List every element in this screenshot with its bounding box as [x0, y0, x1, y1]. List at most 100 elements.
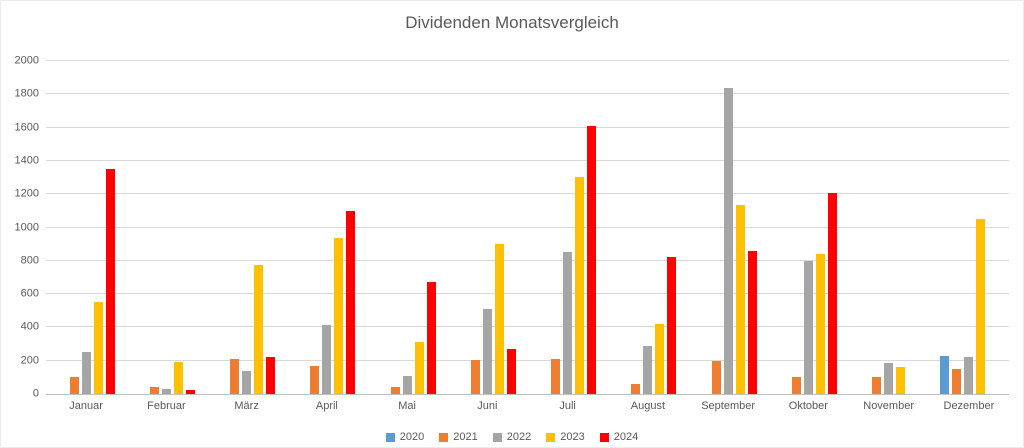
y-gridline: [46, 159, 1009, 161]
bar-2024-mai: [426, 282, 436, 394]
bar-2022-dezember: [964, 357, 974, 394]
y-tick-label: 2000: [14, 54, 39, 67]
bar-2021-februar: [149, 387, 159, 394]
y-gridline: [46, 259, 1009, 261]
x-tick-label-april: April: [315, 400, 338, 412]
bar-2024-september: [747, 250, 757, 394]
bar-2024-august: [667, 257, 677, 394]
y-gridline: [46, 193, 1009, 195]
bar-groups: [46, 61, 1009, 394]
bar-group-januar: [46, 61, 126, 394]
bar-2024-februar: [185, 389, 195, 394]
legend-item-2023: 2023: [546, 431, 585, 443]
bar-group-juli: [528, 61, 608, 394]
bar-group-april: [287, 61, 367, 394]
legend-label-2023: 2023: [560, 431, 585, 443]
plot-area: [46, 60, 1009, 395]
bar-2020-dezember: [940, 355, 950, 394]
y-tick-label: 1800: [14, 87, 39, 100]
bar-2021-januar: [69, 377, 79, 394]
bar-2023-oktober: [815, 254, 825, 394]
legend-item-2022: 2022: [492, 431, 531, 443]
chart-title: Dividenden Monatsvergleich: [405, 13, 619, 32]
bar-2024-april: [346, 210, 356, 394]
legend-swatch-2020: [385, 432, 395, 442]
bar-2022-april: [322, 324, 332, 394]
y-tick-label: 600: [20, 287, 39, 300]
x-tick-label-november: November: [863, 400, 914, 412]
bar-2022-januar: [81, 352, 91, 394]
bar-2021-oktober: [791, 376, 801, 394]
bar-2023-april: [334, 238, 344, 394]
x-tick-label-juni: Juni: [477, 400, 498, 412]
bar-2023-dezember: [976, 219, 986, 394]
bar-group-märz: [207, 61, 287, 394]
bar-2021-april: [310, 365, 320, 394]
legend-swatch-2021: [439, 432, 449, 442]
legend-swatch-2022: [492, 432, 502, 442]
bar-group-oktober: [768, 61, 848, 394]
y-tick-label: 1000: [14, 221, 39, 233]
bar-2023-juli: [575, 176, 585, 394]
x-tick-label-juli: Juli: [559, 400, 576, 412]
bar-2022-august: [643, 345, 653, 394]
bar-group-februar: [126, 61, 206, 394]
legend-label-2020: 2020: [399, 431, 425, 443]
bar-2021-september: [711, 360, 721, 394]
bar-2022-september: [723, 88, 733, 394]
bar-group-juni: [447, 61, 527, 394]
bar-2023-januar: [93, 301, 103, 394]
legend-label-2021: 2021: [453, 431, 478, 443]
bar-2024-juni: [506, 349, 516, 394]
legend-swatch-2024: [599, 432, 609, 442]
x-tick-label-märz: März: [234, 400, 259, 412]
legend-item-2024: 2024: [599, 431, 639, 443]
y-tick-label: 1400: [14, 154, 39, 167]
bar-2021-august: [631, 384, 641, 394]
bar-group-september: [688, 61, 768, 394]
y-tick-label: 400: [20, 320, 39, 333]
x-tick-label-februar: Februar: [147, 400, 186, 412]
bar-2021-märz: [230, 359, 240, 394]
bar-2024-märz: [266, 357, 276, 394]
bar-2022-februar: [161, 389, 171, 394]
bar-2023-februar: [173, 361, 183, 394]
bar-2022-november: [884, 363, 894, 394]
bar-2022-juni: [482, 309, 492, 394]
legend-label-2024: 2024: [613, 431, 639, 443]
bar-2022-märz: [242, 370, 252, 394]
y-gridline: [46, 226, 1009, 228]
bar-2023-september: [735, 205, 745, 394]
bar-2021-mai: [390, 386, 400, 394]
y-gridline: [46, 359, 1009, 361]
bar-2024-juli: [587, 125, 597, 394]
bar-group-november: [849, 61, 929, 394]
bar-2023-märz: [254, 264, 264, 394]
y-tick-label: 1600: [14, 121, 39, 134]
bar-2021-dezember: [952, 369, 962, 394]
bar-group-august: [608, 61, 688, 394]
bar-2021-juni: [470, 359, 480, 394]
bar-2022-mai: [402, 375, 412, 394]
y-gridline: [46, 60, 1009, 61]
y-tick-label: 1200: [14, 187, 39, 200]
legend-item-2021: 2021: [439, 431, 478, 443]
x-tick-label-september: September: [701, 400, 756, 412]
x-axis: Januar Februar März April Mai Juni Juli August S…: [46, 400, 1009, 412]
x-tick-label-januar: Januar: [69, 400, 103, 412]
bar-2022-juli: [563, 252, 573, 394]
y-gridline: [46, 326, 1009, 328]
y-gridline: [46, 293, 1009, 295]
y-axis: 0 200 400 600 800 1000 1200 1400 1600 1800 2000: [1, 55, 39, 399]
x-tick-label-mai: Mai: [398, 400, 416, 412]
legend-item-2020: 2020: [385, 431, 425, 443]
bar-2022-oktober: [803, 260, 813, 394]
bar-group-dezember: [929, 61, 1009, 394]
bar-2021-november: [872, 377, 882, 394]
x-tick-label-oktober: Oktober: [788, 400, 828, 412]
y-tick-label: 200: [20, 354, 39, 367]
x-tick-label-dezember: Dezember: [943, 400, 995, 412]
bar-group-mai: [367, 61, 447, 394]
x-tick-label-august: August: [630, 400, 665, 412]
